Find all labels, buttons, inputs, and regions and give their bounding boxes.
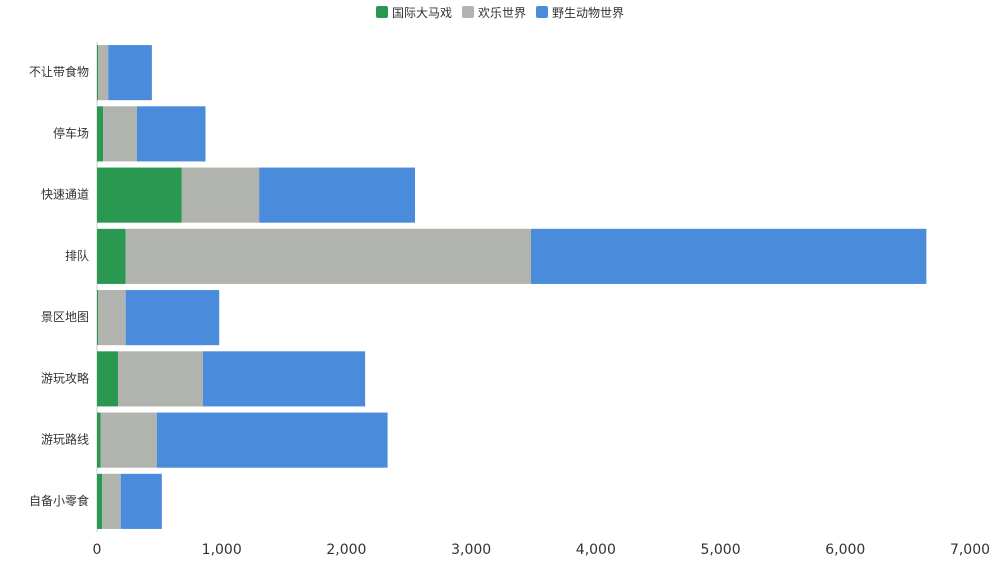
legend-label: 欢乐世界 <box>477 5 526 20</box>
bar-segment[interactable] <box>120 473 162 529</box>
bar-segment[interactable] <box>97 228 126 284</box>
legend-swatch <box>536 6 548 18</box>
bar-segment[interactable] <box>97 473 102 529</box>
bar-segment[interactable] <box>125 228 532 284</box>
y-tick-label: 快速通道 <box>41 188 89 202</box>
x-tick-label: 0 <box>93 542 102 558</box>
y-tick-label: 自备小零食 <box>29 493 89 508</box>
x-tick-label: 2,000 <box>326 542 366 558</box>
legend-item[interactable]: 国际大马戏 <box>375 4 452 21</box>
bar-segment[interactable] <box>259 167 416 223</box>
y-tick-label: 不让带食物 <box>29 64 89 79</box>
bar-segment[interactable] <box>203 351 366 407</box>
bar-segment[interactable] <box>97 412 101 468</box>
x-tick-label: 7,000 <box>950 542 990 558</box>
bar-segment[interactable] <box>108 45 152 101</box>
x-tick-label: 1,000 <box>202 542 242 558</box>
bar-segment[interactable] <box>101 473 121 529</box>
bar-segment[interactable] <box>97 351 119 407</box>
x-tick-label: 4,000 <box>576 542 616 558</box>
legend-label: 野生动物世界 <box>552 5 625 20</box>
bar-segment[interactable] <box>531 228 927 284</box>
y-tick-label: 排队 <box>65 248 89 263</box>
legend-swatch <box>375 6 388 18</box>
bar-segment[interactable] <box>97 106 104 162</box>
bar-segment[interactable] <box>103 106 137 162</box>
legend-swatch <box>461 6 474 18</box>
bar-segment[interactable] <box>100 412 157 468</box>
legend: 国际大马戏 欢乐世界 野生动物世界 <box>0 4 1000 20</box>
bar-segment[interactable] <box>97 290 99 346</box>
legend-item[interactable]: 野生动物世界 <box>536 4 624 21</box>
bar-segment[interactable] <box>97 45 99 101</box>
legend-label: 国际大马戏 <box>391 5 452 20</box>
bar-segment[interactable] <box>98 290 126 346</box>
x-tick-label: 6,000 <box>825 542 865 558</box>
y-tick-label: 停车场 <box>53 125 89 140</box>
bar-segment[interactable] <box>181 167 260 223</box>
bar-segment[interactable] <box>118 351 204 407</box>
bar-segment[interactable] <box>156 412 388 468</box>
bar-segment[interactable] <box>136 106 206 162</box>
x-tick-label: 3,000 <box>451 542 491 558</box>
x-tick-label: 5,000 <box>701 542 741 558</box>
bar-segment[interactable] <box>125 290 220 346</box>
y-tick-label: 游玩路线 <box>41 432 89 447</box>
bar-segment[interactable] <box>98 45 109 101</box>
y-tick-label: 游玩攻略 <box>41 370 89 385</box>
y-tick-label: 景区地图 <box>41 310 89 324</box>
legend-item[interactable]: 欢乐世界 <box>461 4 526 21</box>
bar-segment[interactable] <box>97 167 182 223</box>
